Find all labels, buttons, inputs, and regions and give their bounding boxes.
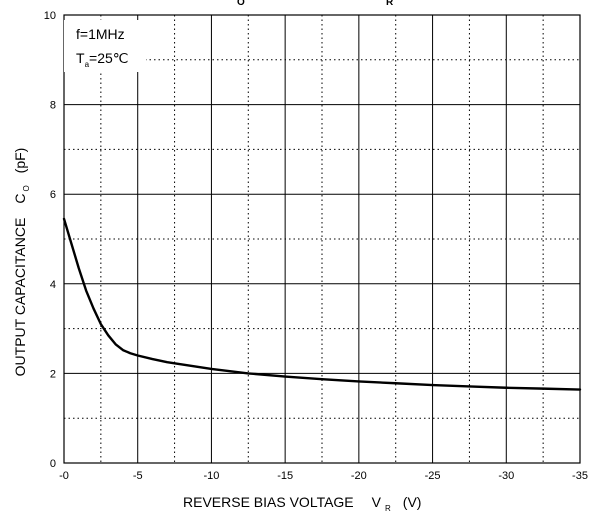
y-tick-label: 0 bbox=[50, 458, 56, 470]
x-tick-label: -30 bbox=[498, 470, 514, 482]
x-tick-label: -5 bbox=[133, 470, 143, 482]
capacitance-curve bbox=[62, 217, 582, 391]
annotation-temperature: Ta=25℃ bbox=[76, 50, 129, 69]
annotation-frequency: f=1MHz bbox=[76, 26, 125, 42]
y-tick-label: 6 bbox=[50, 189, 56, 201]
x-tick-label: -15 bbox=[277, 470, 293, 482]
x-tick-label: -10 bbox=[203, 470, 219, 482]
y-tick-label: 10 bbox=[44, 10, 56, 22]
x-tick-label: -20 bbox=[351, 470, 367, 482]
y-axis-title: OUTPUT CAPACITANCECO(pF) bbox=[12, 148, 31, 377]
y-tick-label: 2 bbox=[50, 368, 56, 380]
y-tick-label: 8 bbox=[50, 100, 56, 112]
title-fragment-o: O bbox=[237, 0, 245, 8]
y-tick-label: 4 bbox=[50, 279, 56, 291]
x-tick-label: -25 bbox=[425, 470, 441, 482]
grid-lines bbox=[64, 15, 580, 463]
title-fragment-r: R bbox=[386, 0, 394, 8]
annotation-box bbox=[64, 20, 146, 72]
x-tick-label: -35 bbox=[572, 470, 588, 482]
tick-labels: -0 -5 -10 -15 -20 -25 -30 -35 0 2 4 6 8 10 bbox=[44, 10, 588, 482]
plot-frame bbox=[63, 14, 581, 464]
x-axis-title: REVERSE BIAS VOLTAGE V R (V) bbox=[183, 494, 421, 513]
x-tick-label: -0 bbox=[59, 470, 69, 482]
